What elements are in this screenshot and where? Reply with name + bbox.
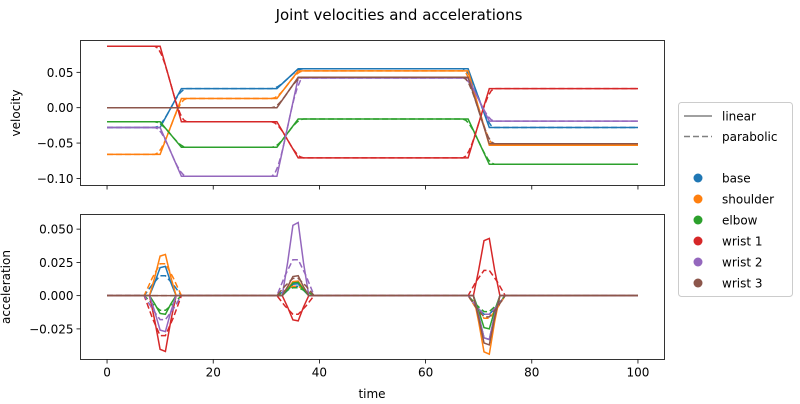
legend-base-label: base <box>722 172 751 186</box>
1-ytick-label: 0.050 <box>39 223 73 237</box>
legend-elbow-label: elbow <box>722 214 758 228</box>
acceleration-parabolic-wrist-2 <box>107 258 638 321</box>
velocity-linear-shoulder <box>107 70 638 156</box>
velocity-axes-frame <box>80 40 665 186</box>
acceleration-parabolic-elbow <box>107 286 638 313</box>
time-xlabel: time <box>358 387 385 400</box>
1-ytick-label: 0.025 <box>39 256 73 270</box>
acceleration-linear-elbow <box>107 281 638 330</box>
acceleration-linear-shoulder <box>107 253 638 356</box>
1-xtick-label: 40 <box>312 366 327 380</box>
acceleration-linear-wrist-3 <box>107 274 638 346</box>
velocity-panel: −0.10 −0.05 0.00 0.05 velocity <box>9 40 665 190</box>
legend-shoulder-label: shoulder <box>722 193 774 207</box>
acceleration-parabolic-wrist-1 <box>107 269 638 337</box>
acceleration-parabolic-wrist-3 <box>107 277 638 318</box>
legend-wrist-3-label: wrist 3 <box>722 277 763 291</box>
0-ytick-label: −0.05 <box>37 137 74 151</box>
legend-wrist-1-label: wrist 1 <box>722 235 763 249</box>
1-xtick-label: 0 <box>103 366 111 380</box>
velocity-parabolic-wrist-2 <box>107 77 638 178</box>
1-xtick-label: 20 <box>206 366 221 380</box>
chart-title: Joint velocities and accelerations <box>275 6 523 24</box>
velocity-linear-wrist-3 <box>107 76 638 145</box>
0-ytick-label: 0.00 <box>47 101 74 115</box>
legend-linear-label: linear <box>722 110 756 124</box>
legend: linear parabolic base shoulder elbow wrist 1 w… <box>678 102 793 297</box>
1-ytick-label: 0.000 <box>39 289 73 303</box>
legend-wrist-1-marker <box>693 236 703 246</box>
legend-elbow-marker <box>693 215 703 225</box>
velocity-ylabel: velocity <box>9 90 23 137</box>
1-xtick-label: 60 <box>418 366 433 380</box>
acceleration-linear-base <box>107 265 638 341</box>
velocity-parabolic-wrist-3 <box>107 76 638 145</box>
acceleration-linear-wrist-2 <box>107 221 638 341</box>
1-ytick-label: −0.025 <box>29 322 73 336</box>
0-ytick-label: 0.05 <box>47 66 74 80</box>
acceleration-series <box>107 221 638 356</box>
acceleration-ylabel: acceleration <box>0 250 13 324</box>
legend-wrist-3-marker <box>693 278 703 288</box>
legend-frame <box>678 102 793 297</box>
velocity-ticks: −0.10 −0.05 0.00 0.05 <box>37 66 639 190</box>
velocity-parabolic-base <box>107 68 638 129</box>
velocity-parabolic-elbow <box>107 118 638 166</box>
legend-wrist-2-label: wrist 2 <box>722 256 763 270</box>
legend-parabolic-label: parabolic <box>722 130 777 144</box>
acceleration-ticks: −0.025 0.000 0.025 0.050 0 20 40 60 80 100 <box>29 223 649 380</box>
velocity-series <box>107 45 638 178</box>
1-xtick-label: 100 <box>627 366 650 380</box>
legend-shoulder-marker <box>693 194 703 204</box>
acceleration-axes-frame <box>80 214 665 360</box>
legend-wrist-2-marker <box>693 257 703 267</box>
acceleration-panel: −0.025 0.000 0.025 0.050 0 20 40 60 80 100 accele… <box>0 214 665 401</box>
0-ytick-label: −0.10 <box>37 172 74 186</box>
legend-base-marker <box>693 173 703 183</box>
1-xtick-label: 80 <box>524 366 539 380</box>
acceleration-linear-wrist-1 <box>107 237 638 353</box>
velocity-parabolic-wrist-1 <box>107 45 638 159</box>
velocity-parabolic-shoulder <box>107 70 638 156</box>
velocity-linear-wrist-1 <box>107 45 638 159</box>
acceleration-parabolic-shoulder <box>107 262 638 320</box>
